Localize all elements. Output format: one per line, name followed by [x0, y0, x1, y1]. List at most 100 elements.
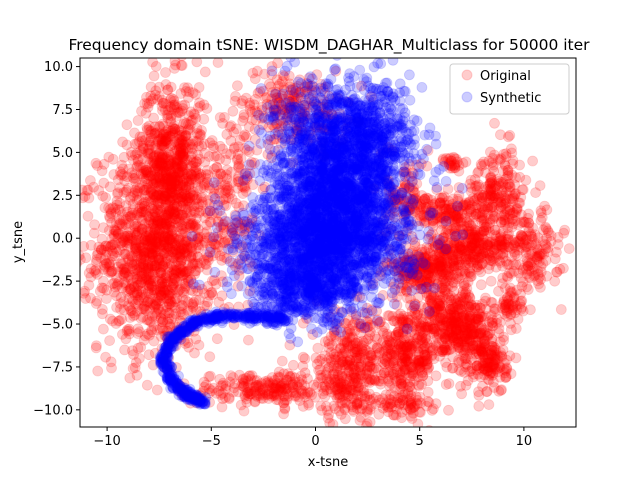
scatter-point: [177, 265, 189, 277]
scatter-point: [166, 174, 177, 186]
scatter-point: [510, 352, 522, 364]
scatter-point: [494, 129, 506, 141]
scatter-point: [170, 238, 182, 249]
scatter-point: [147, 251, 159, 263]
scatter-point: [160, 188, 172, 200]
scatter-point: [130, 241, 142, 253]
scatter-point: [82, 210, 94, 222]
scatter-point: [510, 237, 522, 249]
scatter-point: [514, 171, 526, 183]
scatter-point: [148, 70, 160, 82]
scatter-point: [172, 332, 184, 344]
scatter-point: [177, 196, 189, 208]
scatter-point: [146, 250, 158, 262]
scatter-point: [158, 285, 170, 297]
scatter-point: [195, 169, 207, 180]
scatter-point: [119, 266, 131, 278]
scatter-point: [473, 386, 484, 398]
scatter-point: [149, 206, 161, 218]
scatter-point: [149, 266, 161, 278]
scatter-point: [199, 179, 210, 191]
scatter-point: [391, 375, 402, 387]
scatter-point: [139, 218, 151, 230]
scatter-point: [385, 343, 397, 355]
scatter-point: [534, 180, 546, 192]
scatter-point: [190, 164, 202, 176]
scatter-point: [542, 246, 554, 257]
scatter-point: [108, 230, 120, 242]
scatter-point: [188, 220, 200, 232]
scatter-point: [404, 376, 416, 388]
scatter-point: [162, 326, 174, 337]
scatter-point: [149, 166, 161, 178]
scatter-point: [440, 379, 452, 390]
scatter-point: [357, 431, 367, 441]
scatter-point: [155, 313, 167, 325]
scatter-point: [236, 98, 248, 109]
scatter-point: [263, 376, 274, 388]
scatter-point: [140, 263, 152, 275]
scatter-point: [162, 84, 173, 96]
scatter-point: [147, 155, 159, 167]
scatter-point: [215, 168, 227, 180]
scatter-point: [161, 301, 173, 313]
scatter-point: [174, 129, 186, 141]
scatter-point: [120, 267, 132, 279]
scatter-point: [174, 216, 186, 228]
scatter-point: [337, 394, 348, 406]
scatter-point: [173, 242, 185, 254]
scatter-point: [166, 240, 178, 252]
scatter-point: [516, 295, 528, 307]
scatter-point: [125, 250, 137, 262]
scatter-point: [176, 220, 188, 232]
scatter-point: [157, 240, 169, 252]
scatter-point: [549, 275, 561, 287]
scatter-point: [201, 103, 213, 114]
scatter-point: [187, 156, 199, 168]
scatter-point: [476, 202, 488, 214]
scatter-point: [176, 181, 188, 193]
scatter-point: [118, 304, 130, 316]
scatter-point: [160, 212, 172, 224]
scatter-point: [89, 219, 100, 231]
scatter-point: [190, 176, 201, 188]
scatter-point: [140, 206, 152, 218]
scatter-point: [193, 339, 205, 351]
scatter-point: [92, 268, 103, 280]
scatter-point: [360, 420, 372, 427]
scatter-point: [421, 358, 433, 370]
scatter-point: [109, 281, 121, 293]
scatter-point: [156, 94, 168, 106]
scatter-point: [176, 105, 188, 117]
scatter-point: [137, 442, 147, 452]
scatter-point: [171, 162, 183, 174]
scatter-point: [192, 315, 204, 327]
scatter-point: [98, 323, 109, 335]
scatter-point: [535, 266, 547, 278]
scatter-point: [495, 190, 507, 202]
scatter-point: [92, 365, 104, 377]
scatter-point: [520, 263, 532, 275]
scatter-point: [172, 221, 184, 233]
scatter-point: [182, 170, 194, 182]
scatter-point: [211, 150, 223, 162]
scatter-point: [116, 237, 128, 248]
scatter-point: [421, 324, 433, 336]
scatter-point: [151, 204, 163, 216]
scatter-point: [282, 390, 294, 402]
scatter-point: [146, 259, 158, 271]
scatter-point: [162, 223, 174, 235]
scatter-point: [145, 273, 157, 285]
scatter-point: [478, 335, 490, 346]
scatter-point: [149, 242, 161, 254]
scatter-point: [117, 328, 128, 340]
scatter-point: [159, 191, 171, 203]
scatter-point: [176, 204, 188, 216]
scatter-point: [153, 148, 165, 160]
scatter-point: [365, 374, 377, 386]
scatter-point: [128, 173, 140, 185]
scatter-point: [109, 286, 120, 298]
scatter-point: [180, 294, 191, 306]
scatter-point: [453, 165, 465, 177]
scatter-point: [177, 277, 189, 289]
